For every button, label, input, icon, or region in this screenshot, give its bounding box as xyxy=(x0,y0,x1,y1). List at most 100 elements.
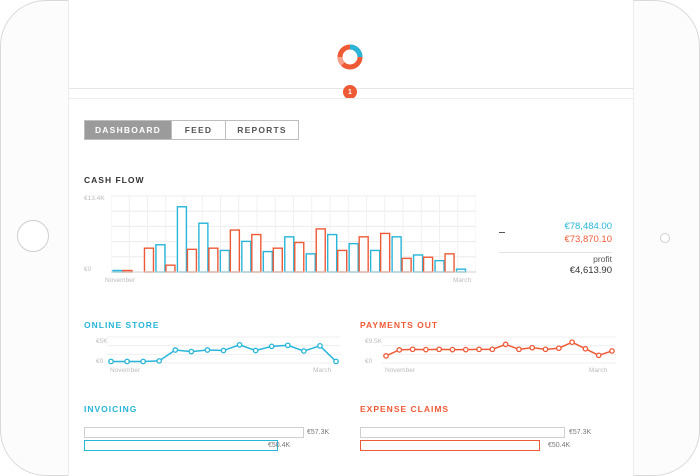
cash-out-bar xyxy=(143,247,155,273)
payments-out-line xyxy=(385,341,613,357)
cash-flow-x-end: March xyxy=(453,277,472,284)
notification-badge[interactable]: 1 xyxy=(343,85,357,99)
invoicing-total-value: €57.3K xyxy=(307,429,330,436)
online-store-point xyxy=(317,342,323,349)
payments-out-point xyxy=(436,346,443,353)
cash-in-bar xyxy=(391,236,402,273)
payments-out-point xyxy=(409,346,416,353)
payments-out-point xyxy=(449,346,456,353)
payments-out-chart xyxy=(382,336,616,364)
payments-out-y-max: €9.5K xyxy=(365,338,382,345)
cash-in-bar xyxy=(327,233,338,273)
cash-flow-y-min: €0 xyxy=(84,266,92,273)
online-store-grid xyxy=(107,336,340,364)
invoicing-paid-bar xyxy=(84,440,278,451)
payments-out-point xyxy=(609,348,615,354)
payments-out-point xyxy=(569,339,575,346)
online-store-point xyxy=(204,347,211,353)
app-screen: 1 DASHBOARD FEED REPORTS CASH FLOW €13.4… xyxy=(68,0,634,476)
online-store-y-min: €0 xyxy=(96,358,104,365)
cash-out-bar xyxy=(165,264,176,273)
online-store-x-end: March xyxy=(313,367,332,374)
invoicing-total-bar xyxy=(84,427,304,438)
tab-reports[interactable]: REPORTS xyxy=(237,125,287,135)
online-store-point xyxy=(124,358,130,365)
camera-icon xyxy=(660,233,670,243)
cash-in-total: €78,484.00 xyxy=(564,221,612,232)
expense-claims-paid-value: €50.4K xyxy=(548,442,571,449)
cash-in-bar xyxy=(348,242,359,273)
invoicing-title: INVOICING xyxy=(84,404,138,414)
online-store-point xyxy=(301,348,307,354)
payments-out-y-min: €0 xyxy=(365,358,373,365)
divider xyxy=(69,98,633,99)
payments-out-point xyxy=(582,345,589,352)
cash-in-bar xyxy=(198,222,209,273)
payments-out-point xyxy=(502,341,509,348)
tab-dashboard[interactable]: DASHBOARD xyxy=(85,121,172,139)
cash-in-bar xyxy=(434,259,445,273)
cash-flow-chart xyxy=(111,195,476,273)
expense-claims-title: EXPENSE CLAIMS xyxy=(360,404,450,414)
cash-out-bar xyxy=(272,247,283,273)
top-bar xyxy=(69,0,633,89)
payments-out-point xyxy=(529,344,536,351)
online-store-point xyxy=(172,347,179,353)
profit-label: profit xyxy=(593,254,612,264)
online-store-point xyxy=(236,341,243,348)
home-button[interactable] xyxy=(17,220,49,252)
cash-out-bar xyxy=(315,228,326,273)
cash-out-bar xyxy=(444,253,455,273)
expense-claims-paid-bar xyxy=(360,440,540,451)
payments-out-point xyxy=(542,346,549,353)
dash-icon xyxy=(499,232,505,233)
cash-out-bar xyxy=(251,233,262,273)
online-store-point xyxy=(284,342,291,349)
invoicing-paid-value: €50.4K xyxy=(268,442,291,449)
payments-out-x-start: November xyxy=(385,367,415,374)
app-logo-icon xyxy=(337,44,363,70)
cash-in-bar xyxy=(241,240,252,273)
online-store-chart xyxy=(107,336,340,365)
payments-out-x-end: March xyxy=(589,367,608,374)
online-store-point xyxy=(252,347,259,354)
online-store-point xyxy=(188,348,195,355)
cash-in-bar xyxy=(155,244,166,273)
cash-in-bar xyxy=(176,206,188,273)
tab-bar: DASHBOARD FEED REPORTS xyxy=(84,120,299,140)
payments-out-grid xyxy=(382,336,616,364)
online-store-y-max: €5K xyxy=(96,338,108,345)
cash-out-bar xyxy=(401,257,412,273)
online-store-point xyxy=(108,358,114,365)
expense-claims-total-value: €57.3K xyxy=(569,429,592,436)
summary-divider xyxy=(499,252,612,253)
cash-flow-y-max: €13.4K xyxy=(84,195,105,202)
cash-out-bar xyxy=(379,232,391,273)
payments-out-point xyxy=(462,346,469,353)
tab-feed[interactable]: FEED xyxy=(172,121,226,139)
online-store-x-start: November xyxy=(110,367,140,374)
online-store-point xyxy=(140,358,146,365)
cash-out-total: €73,870.10 xyxy=(564,234,612,245)
cash-in-bar xyxy=(305,253,316,273)
payments-out-point xyxy=(423,346,429,353)
payments-out-point xyxy=(396,347,403,353)
cash-in-bar xyxy=(262,250,273,273)
cash-in-bar xyxy=(369,249,381,273)
payments-out-point xyxy=(516,346,522,353)
cash-out-bar xyxy=(186,248,198,273)
cash-out-bar xyxy=(294,241,305,273)
cash-in-bar xyxy=(219,249,231,273)
payments-out-title: PAYMENTS OUT xyxy=(360,320,439,330)
payments-out-point xyxy=(489,346,496,353)
online-store-point xyxy=(156,358,163,364)
cash-out-bar xyxy=(337,249,348,273)
cash-out-bar xyxy=(208,247,219,273)
payments-out-point xyxy=(476,346,482,353)
cash-flow-x-start: November xyxy=(105,277,135,284)
online-store-point xyxy=(220,347,227,354)
online-store-point xyxy=(333,358,339,365)
online-store-title: ONLINE STORE xyxy=(84,320,160,330)
cash-out-bar xyxy=(229,229,241,273)
cash-in-bar xyxy=(284,236,295,273)
